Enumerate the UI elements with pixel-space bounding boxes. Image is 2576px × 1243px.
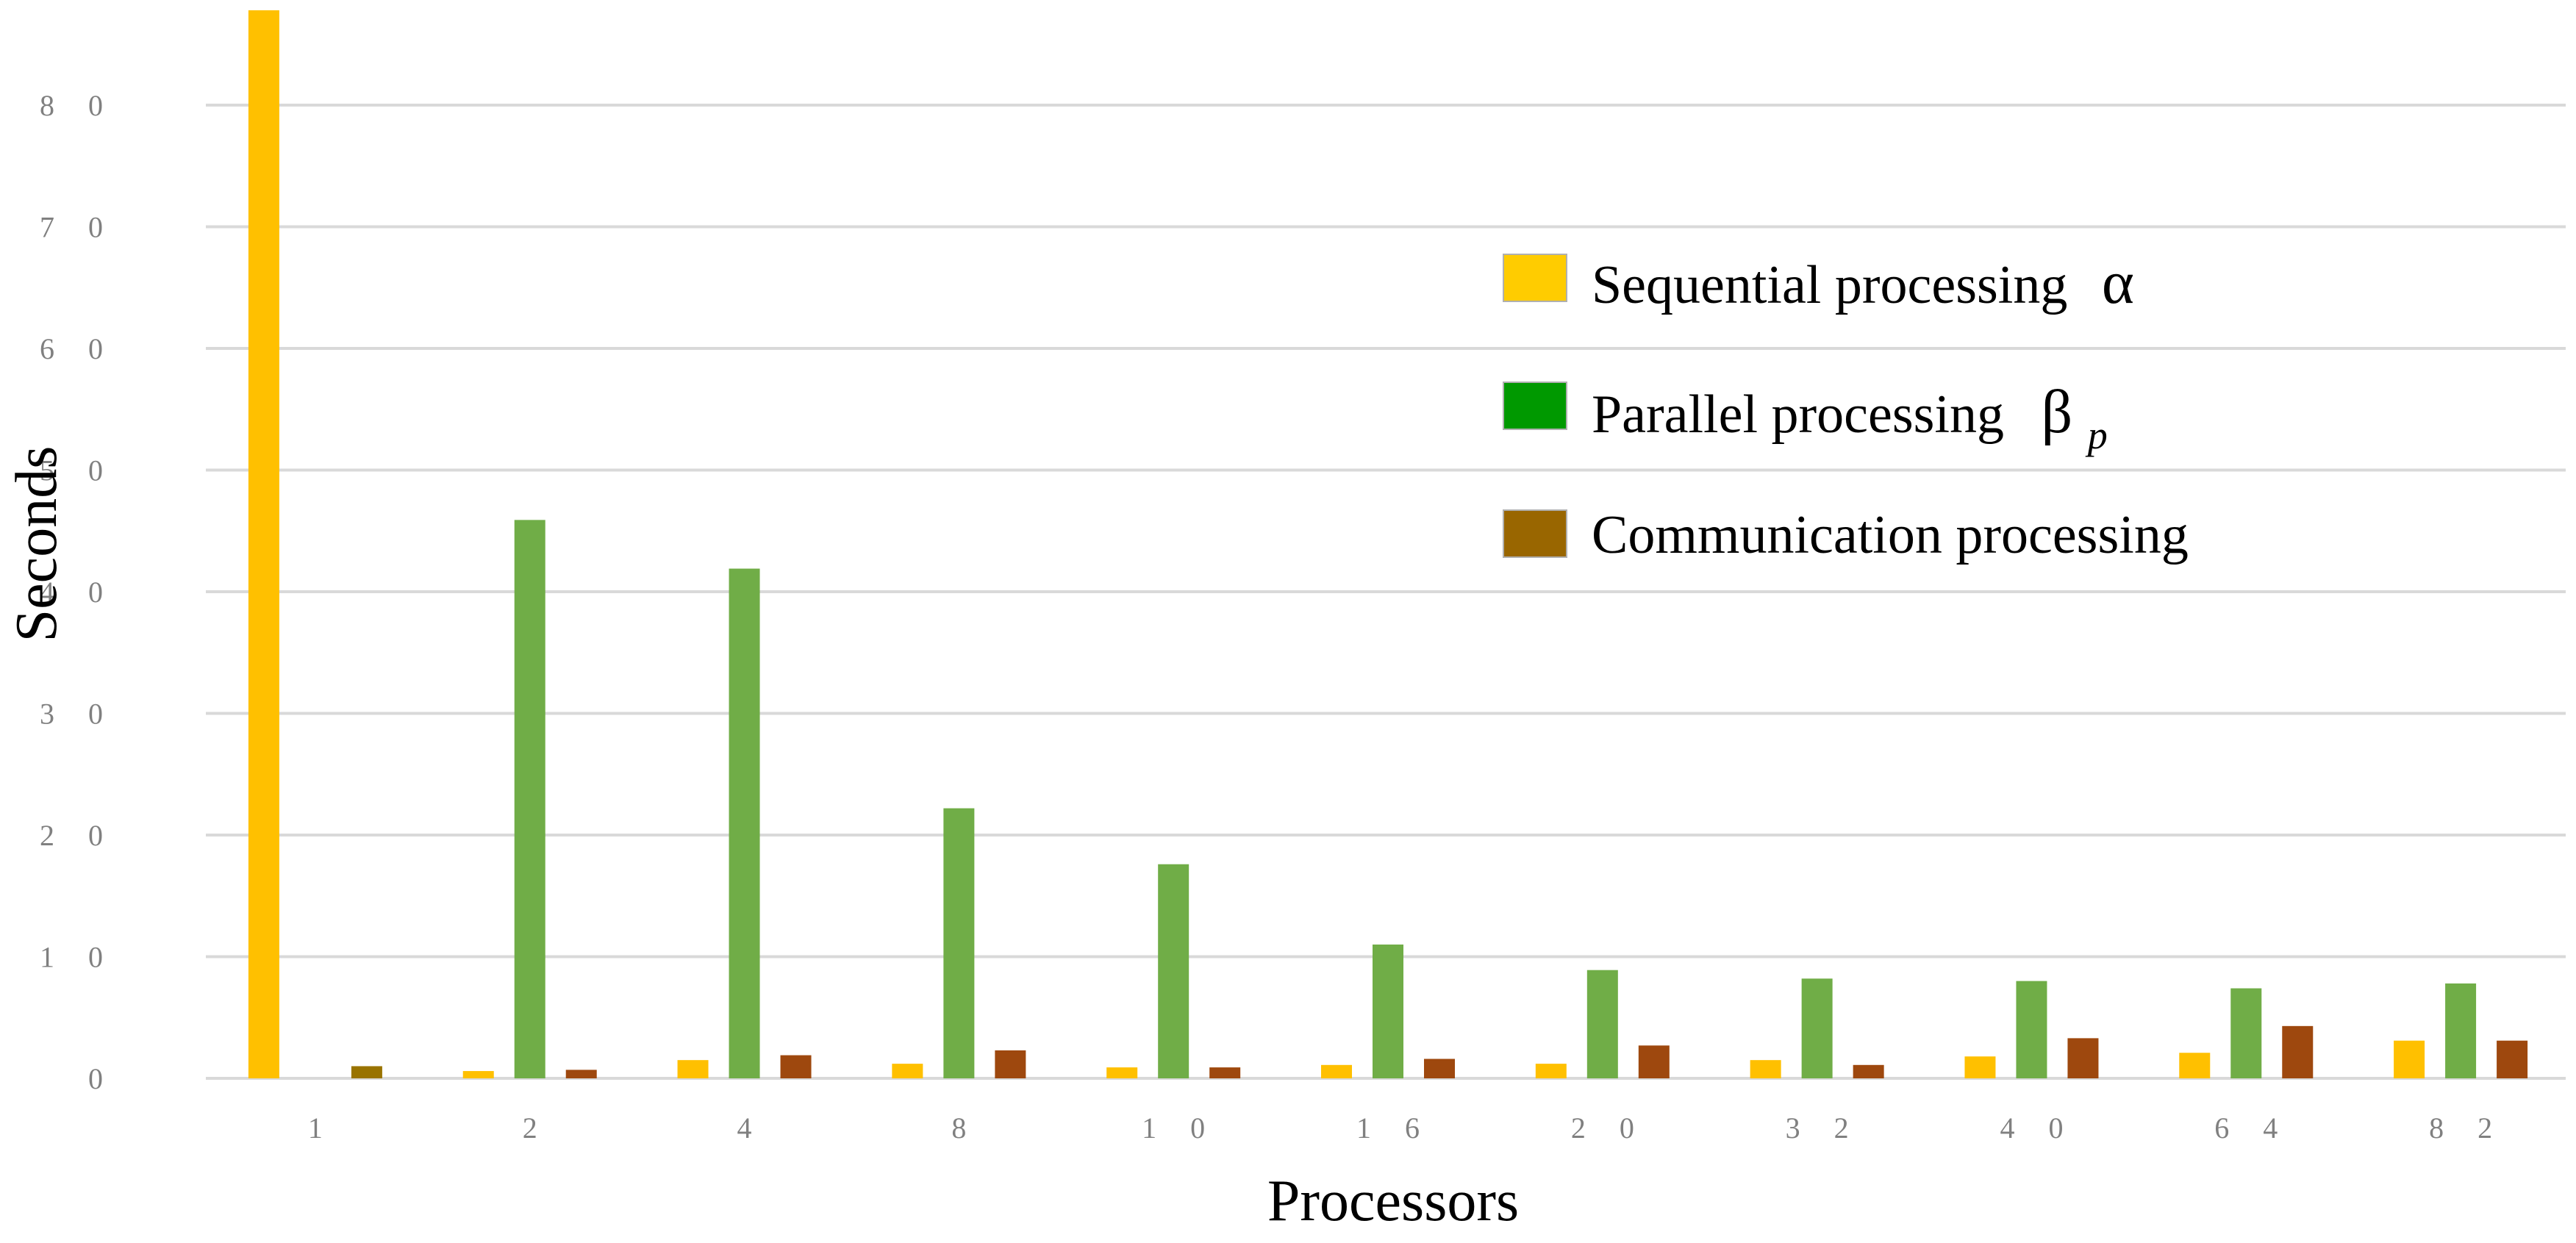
gridlines (206, 104, 2566, 1080)
bar-parallel (1801, 978, 1833, 1078)
bar-sequential (2394, 1040, 2425, 1078)
y-tick-label: 3 0 (40, 698, 116, 731)
legend-symbol-beta: β (2042, 378, 2073, 446)
bar-communication (2282, 1025, 2314, 1078)
bar-parallel (2445, 983, 2477, 1078)
y-axis-ticks: 0 1 0 2 0 3 0 4 0 5 0 6 0 7 0 8 0 (40, 89, 116, 1095)
bar-parallel (514, 520, 545, 1078)
x-tick-label: 4 (737, 1111, 765, 1145)
bar-sequential (1750, 1060, 1781, 1078)
y-tick-label: 2 0 (40, 819, 116, 852)
bar-communication (1638, 1045, 1670, 1078)
x-tick-label: 1 0 (1142, 1111, 1218, 1145)
bar-sequential (892, 1064, 923, 1078)
bar-parallel (2016, 981, 2047, 1078)
x-tick-label: 2 0 (1571, 1111, 1647, 1145)
bar-sequential (1106, 1067, 1138, 1078)
x-tick-label: 2 (523, 1111, 551, 1145)
bar-parallel (2230, 988, 2262, 1078)
x-tick-label: 6 4 (2214, 1111, 2291, 1145)
x-tick-label: 1 6 (1356, 1111, 1433, 1145)
bar-parallel (729, 568, 760, 1078)
bar-communication (780, 1055, 812, 1078)
y-axis-title: Seconds (4, 446, 69, 642)
x-tick-label: 3 2 (1786, 1111, 1862, 1145)
y-tick-label: 8 0 (40, 89, 116, 122)
bars (248, 10, 2528, 1078)
y-tick-label: 7 0 (40, 211, 116, 244)
y-tick-label: 5 0 (40, 454, 116, 487)
legend-label-sequential: Sequential processing (1592, 255, 2067, 315)
bar-parallel (943, 808, 975, 1078)
legend-item-sequential: Sequential processing α (1503, 248, 2134, 317)
legend-label-communication: Communication processing (1592, 505, 2189, 565)
svg-text:Sequential processing: Sequential processing α (1592, 248, 2134, 317)
x-tick-label: 1 (308, 1111, 336, 1145)
bar-sequential (248, 10, 279, 1078)
y-tick-label: 0 (88, 1062, 116, 1095)
bar-communication (1424, 1058, 1455, 1078)
y-tick-label: 4 0 (40, 576, 116, 609)
y-tick-label: 1 0 (40, 941, 116, 974)
bar-parallel (1158, 864, 1189, 1078)
x-tick-label: 8 2 (2429, 1111, 2505, 1145)
x-tick-label: 8 (951, 1111, 979, 1145)
legend-swatch-communication (1503, 509, 1567, 558)
bar-communication (2497, 1040, 2528, 1078)
x-axis-title: Processors (1267, 1169, 1519, 1233)
bar-sequential (1321, 1064, 1352, 1078)
bar-communication (2067, 1038, 2099, 1078)
bar-sequential (1964, 1056, 1996, 1078)
legend-swatch-parallel (1503, 382, 1567, 430)
bar-sequential (1535, 1064, 1567, 1078)
legend-item-communication: Communication processing (1503, 505, 2189, 565)
y-tick-label: 6 0 (40, 332, 116, 365)
legend-item-parallel: Parallel processing β p (1503, 378, 2108, 457)
legend-symbol-beta-subscript: p (2085, 413, 2108, 457)
x-axis-ticks: 1 2 4 8 1 0 1 6 2 0 3 2 4 0 6 4 8 2 (308, 1111, 2505, 1145)
legend-label-parallel: Parallel processing (1592, 384, 2004, 445)
bar-parallel (1373, 944, 1403, 1078)
legend-symbol-alpha: α (2102, 248, 2134, 317)
svg-text:Parallel processing: Parallel processing β p (1592, 378, 2108, 457)
svg-text:Communication processing: Communication processing (1592, 505, 2189, 565)
bar-communication (1209, 1067, 1241, 1078)
bar-sequential (677, 1060, 709, 1078)
bar-communication (1853, 1064, 1884, 1078)
bar-sequential (462, 1071, 494, 1078)
legend-swatch-sequential (1503, 254, 1567, 302)
legend: Sequential processing α Parallel process… (1503, 248, 2189, 565)
x-tick-label: 4 0 (2000, 1111, 2076, 1145)
bar-parallel (1586, 970, 1618, 1078)
bar-sequential (2179, 1053, 2211, 1078)
bar-communication (995, 1050, 1026, 1078)
bar-communication (351, 1066, 382, 1078)
bar-communication (565, 1070, 597, 1078)
